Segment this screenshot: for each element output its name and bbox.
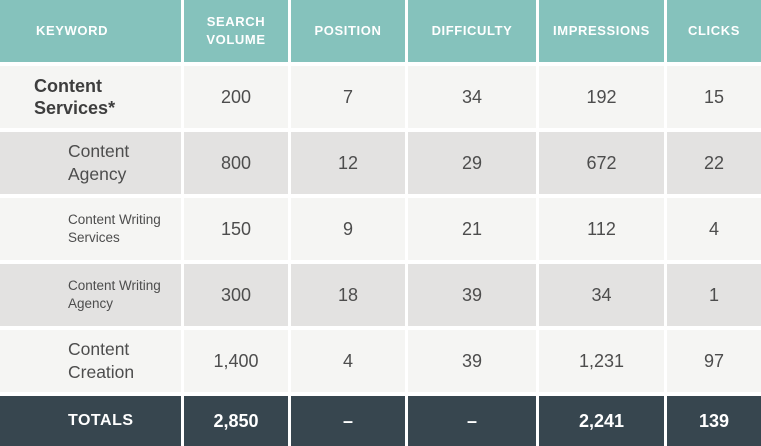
totals-difficulty-cell: – — [408, 396, 536, 446]
keyword-cell: Content Writing Agency — [0, 264, 181, 326]
position-cell: 9 — [291, 198, 405, 260]
keyword-cell: Content Creation — [0, 330, 181, 392]
position-cell: 7 — [291, 66, 405, 128]
impressions-cell: 1,231 — [539, 330, 664, 392]
keyword-cell: Content Services* — [0, 66, 181, 128]
column-header-impressions: IMPRESSIONS — [539, 0, 664, 62]
search-volume-cell: 800 — [184, 132, 288, 194]
difficulty-cell: 39 — [408, 264, 536, 326]
clicks-cell: 4 — [667, 198, 761, 260]
impressions-cell: 112 — [539, 198, 664, 260]
impressions-cell: 192 — [539, 66, 664, 128]
search-volume-cell: 150 — [184, 198, 288, 260]
totals-search-volume-cell: 2,850 — [184, 396, 288, 446]
clicks-cell: 97 — [667, 330, 761, 392]
column-header-position: POSITION — [291, 0, 405, 62]
keyword-cell: Content Writing Services — [0, 198, 181, 260]
column-header-search-volume: SEARCH VOLUME — [184, 0, 288, 62]
difficulty-cell: 39 — [408, 330, 536, 392]
difficulty-cell: 21 — [408, 198, 536, 260]
search-volume-cell: 1,400 — [184, 330, 288, 392]
totals-label: TOTALS — [0, 396, 181, 446]
difficulty-cell: 29 — [408, 132, 536, 194]
column-header-difficulty: DIFFICULTY — [408, 0, 536, 62]
totals-impressions-cell: 2,241 — [539, 396, 664, 446]
difficulty-cell: 34 — [408, 66, 536, 128]
impressions-cell: 672 — [539, 132, 664, 194]
clicks-cell: 1 — [667, 264, 761, 326]
position-cell: 18 — [291, 264, 405, 326]
column-header-keyword: KEYWORD — [0, 0, 181, 62]
totals-position-cell: – — [291, 396, 405, 446]
clicks-cell: 22 — [667, 132, 761, 194]
search-volume-cell: 300 — [184, 264, 288, 326]
search-volume-cell: 200 — [184, 66, 288, 128]
position-cell: 12 — [291, 132, 405, 194]
impressions-cell: 34 — [539, 264, 664, 326]
totals-clicks-cell: 139 — [667, 396, 761, 446]
column-header-clicks: CLICKS — [667, 0, 761, 62]
keyword-cell: Content Agency — [0, 132, 181, 194]
clicks-cell: 15 — [667, 66, 761, 128]
position-cell: 4 — [291, 330, 405, 392]
